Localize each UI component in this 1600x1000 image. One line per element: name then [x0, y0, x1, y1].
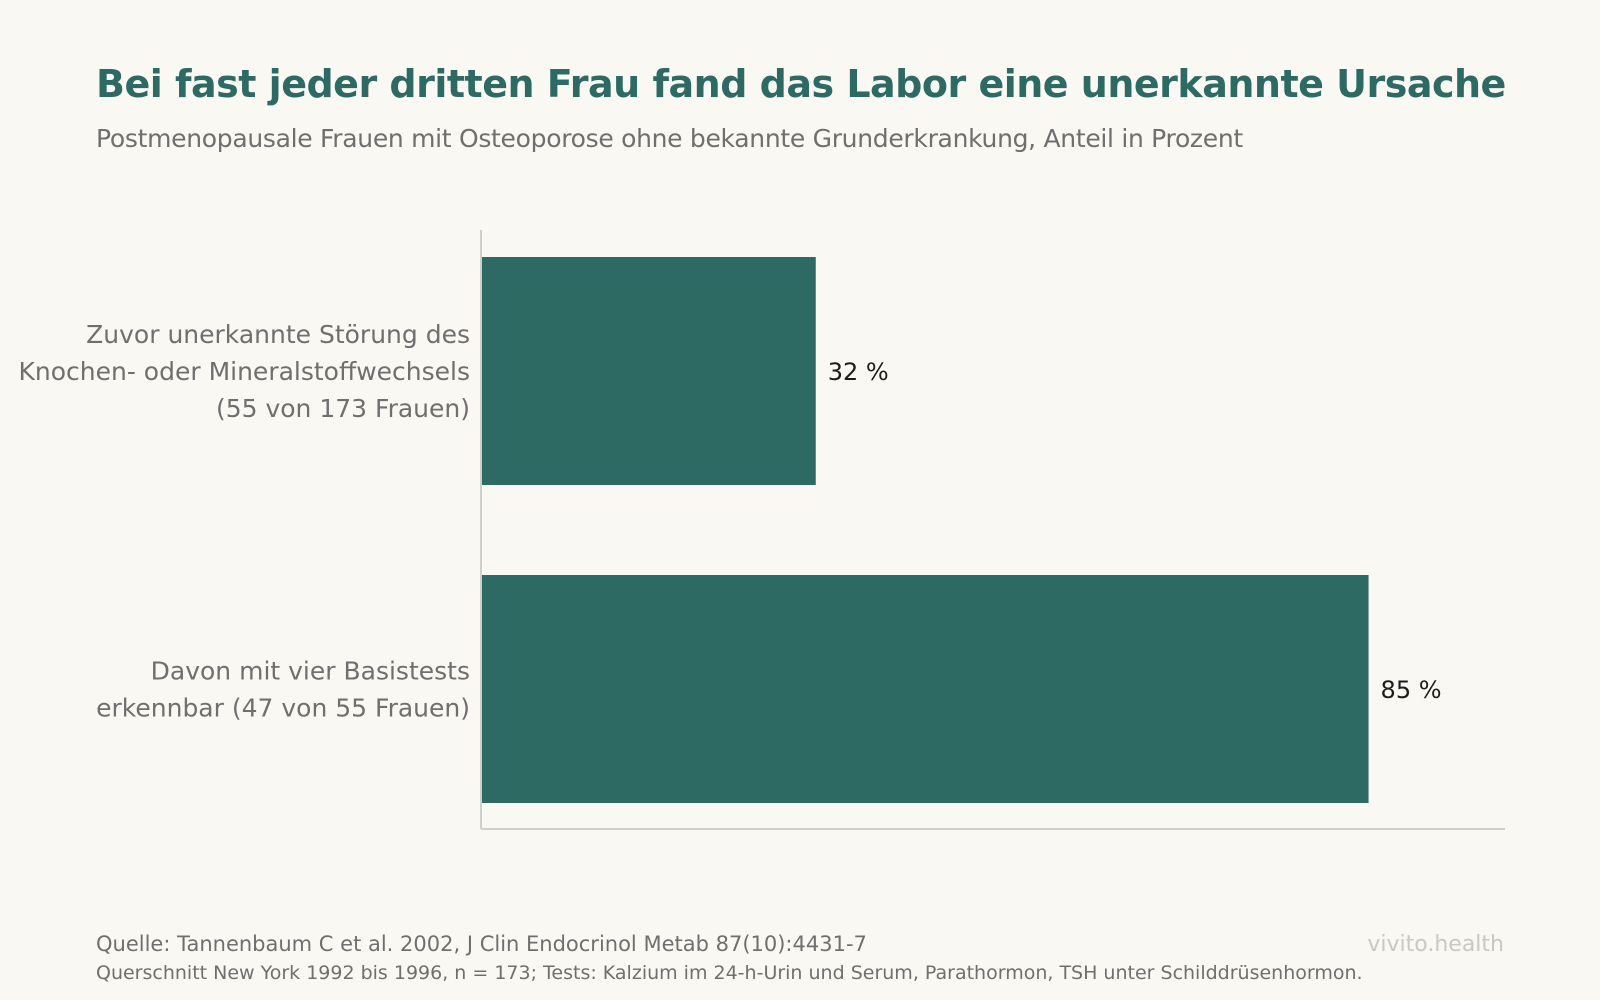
data-label-1: 32 % [828, 358, 889, 386]
data-label-2: 85 % [1381, 676, 1442, 704]
brand-label: vivito.health [1367, 932, 1504, 957]
source-note: Quelle: Tannenbaum C et al. 2002, J Clin… [96, 932, 867, 956]
category-label-1: Zuvor unerkannte Störung des Knochen- ode… [18, 320, 470, 423]
method-note: Querschnitt New York 1992 bis 1996, n = … [96, 962, 1363, 984]
chart-title: Bei fast jeder dritten Frau fand das Lab… [96, 62, 1506, 106]
category-label-2: Davon mit vier Basistests erkennbar (47 v… [96, 657, 470, 723]
bar-2 [482, 575, 1369, 803]
bar-1 [482, 257, 816, 485]
chart-subtitle: Postmenopausale Frauen mit Osteoporose o… [96, 124, 1243, 153]
